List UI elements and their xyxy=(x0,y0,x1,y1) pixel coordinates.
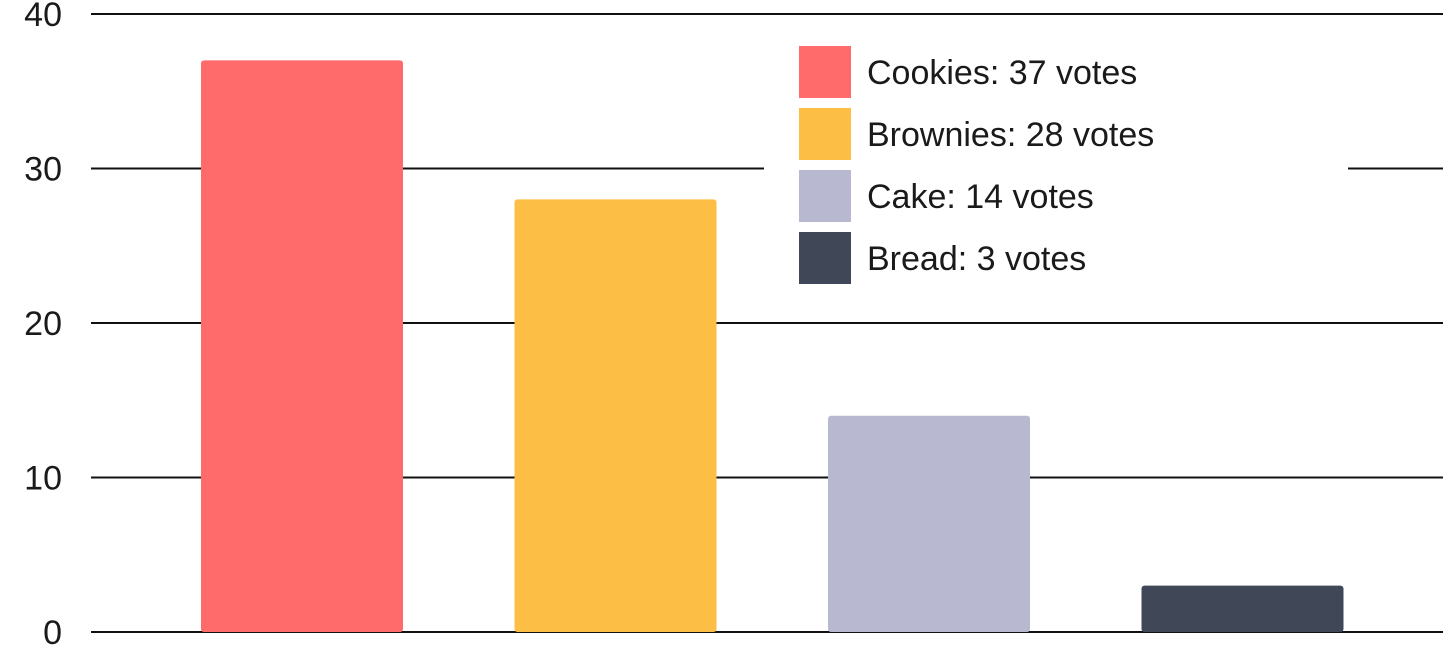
legend-label-bread: Bread: 3 votes xyxy=(867,240,1086,278)
legend-swatch-cookies xyxy=(799,46,851,98)
y-tick-label: 0 xyxy=(43,614,62,645)
legend-swatch-brownies xyxy=(799,108,851,160)
y-tick-label: 10 xyxy=(24,460,62,498)
legend-label-cake: Cake: 14 votes xyxy=(867,178,1094,216)
legend-label-brownies: Brownies: 28 votes xyxy=(867,116,1154,154)
legend-label-cookies: Cookies: 37 votes xyxy=(867,54,1137,92)
legend-swatch-bread xyxy=(799,232,851,284)
bar-cookies xyxy=(201,60,403,633)
legend: Cookies: 37 votes Brownies: 28 votes Cake:… xyxy=(764,30,1348,295)
y-tick-label: 20 xyxy=(24,305,62,343)
y-tick-label: 30 xyxy=(24,151,62,189)
y-axis-ticks: 0 10 20 30 40 xyxy=(24,0,62,645)
bar-cake xyxy=(828,415,1030,632)
bar-bread xyxy=(1141,585,1344,632)
y-tick-label: 40 xyxy=(24,0,62,34)
bars xyxy=(201,60,1344,633)
bar-brownies xyxy=(514,199,717,632)
legend-background xyxy=(764,30,1348,295)
legend-swatch-cake xyxy=(799,170,851,222)
